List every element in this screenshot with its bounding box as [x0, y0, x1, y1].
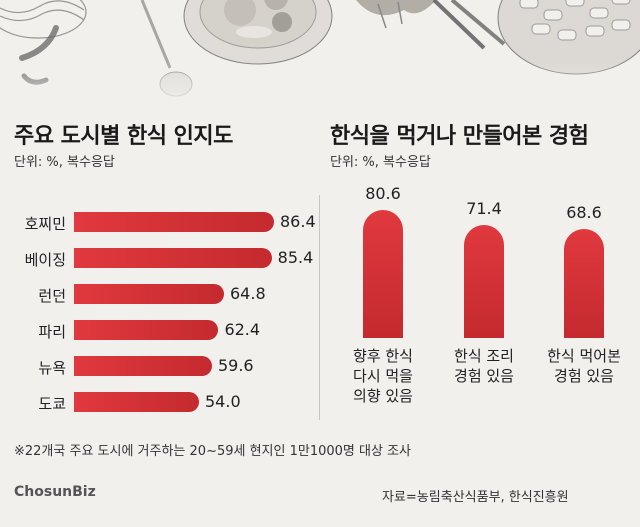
hbar [74, 356, 212, 376]
hbar-value-label: 64.8 [230, 284, 266, 303]
hbar-value-label: 59.6 [217, 356, 254, 375]
hbar-category-label: 도쿄 [38, 395, 66, 413]
hbar-category-label: 파리 [38, 323, 66, 341]
vbar-value-label: 80.6 [365, 184, 401, 203]
food-illustration [0, 0, 640, 110]
bibimbap-bowl-icon [183, 0, 333, 65]
chosunbiz-logo: ChosunBiz [14, 484, 96, 500]
chart-divider [319, 195, 320, 420]
hbar [74, 320, 219, 340]
vbar-category-label: 향후 한식 다시 먹을 의향 있음 [353, 347, 413, 405]
hbar-value-label: 62.4 [224, 320, 261, 339]
right-chart-title: 한식을 먹거나 만들어본 경험 [330, 124, 589, 149]
footnote: ※22개국 주요 도시에 거주하는 20~59세 현지인 1만1000명 대상 … [14, 444, 411, 459]
left-chart-unit: 단위: %, 복수응답 [14, 155, 115, 170]
vbar [564, 229, 604, 338]
hbar-value-label: 85.4 [277, 248, 314, 267]
hbar [74, 392, 199, 412]
noodle-bowl-icon [0, 0, 87, 39]
hbar-category-label: 뉴욕 [38, 359, 66, 377]
vbar-value-label: 68.6 [566, 203, 602, 223]
vbar-category-label: 한식 조리 경험 있음 [454, 347, 514, 385]
cabbage-icon [356, 0, 436, 29]
hbar-category-label: 호찌민 [24, 215, 66, 233]
vbar [464, 224, 504, 338]
chopsticks-icon [432, 0, 506, 50]
hbar-category-label: 런던 [38, 287, 66, 305]
rice-cake-bowl-icon [497, 0, 640, 75]
vbar-value-label: 71.4 [466, 198, 502, 218]
hbar-value-label: 54.0 [205, 392, 241, 411]
hbar [74, 284, 224, 304]
vbar-category-label: 한식 먹어본 경험 있음 [547, 347, 621, 385]
hbar [74, 248, 272, 268]
hbar-category-label: 베이징 [24, 251, 66, 269]
vbar [363, 210, 403, 338]
hbar [74, 212, 274, 232]
left-chart-title: 주요 도시별 한식 인지도 [14, 124, 233, 149]
hbar-value-label: 86.4 [280, 212, 316, 231]
source-credit: 자료=농림축산식품부, 한식진흥원 [382, 490, 569, 505]
right-chart-unit: 단위: %, 복수응답 [330, 155, 431, 170]
